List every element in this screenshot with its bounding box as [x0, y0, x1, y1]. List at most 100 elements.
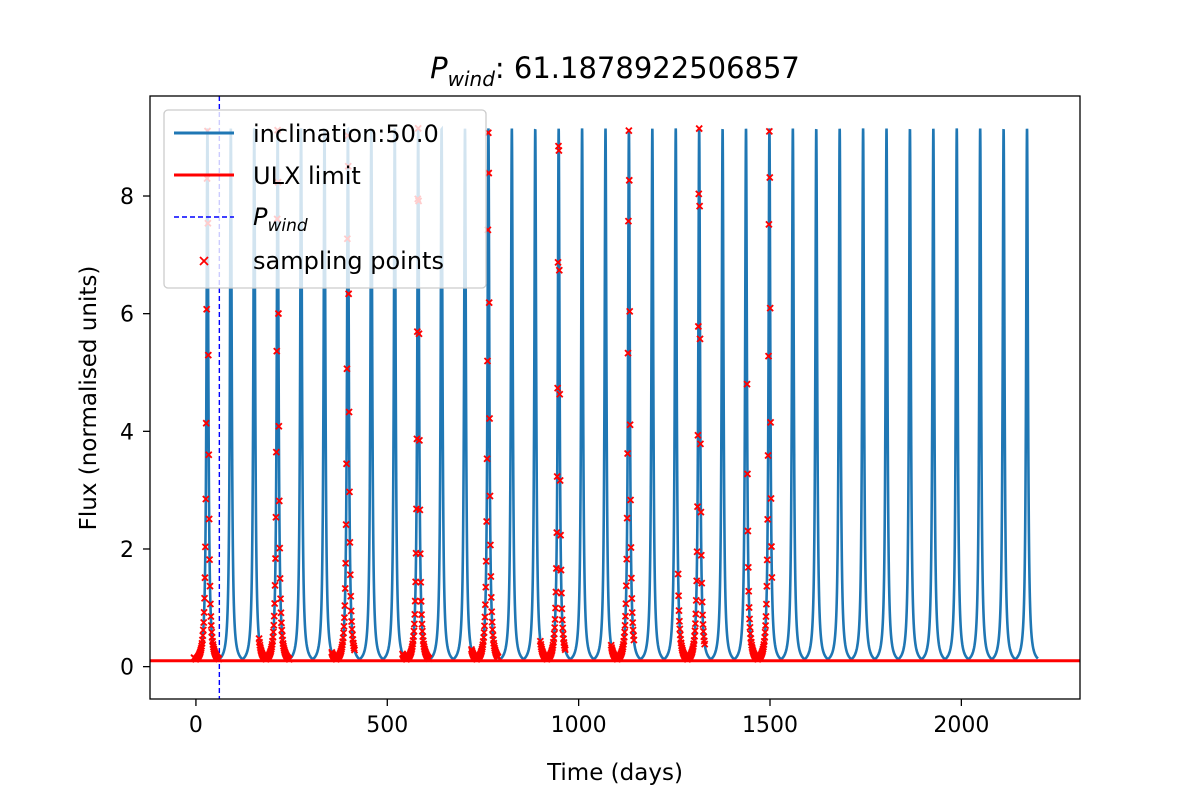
sampling-point: [561, 646, 569, 654]
sampling-point: [494, 653, 502, 661]
sampling-point: [698, 579, 706, 587]
sampling-point: [348, 625, 356, 633]
sampling-point: [692, 610, 700, 618]
sampling-point: [745, 603, 753, 612]
sampling-point: [347, 592, 355, 600]
sampling-point: [342, 460, 351, 468]
sampling-point: [701, 640, 709, 648]
y-tick-label: 6: [120, 303, 134, 328]
sampling-point: [628, 594, 636, 603]
legend-swatch-sampling: [199, 256, 209, 266]
sampling-point: [271, 599, 279, 608]
sampling-point: [345, 408, 353, 416]
y-tick-label: 8: [120, 185, 134, 210]
sampling-point: [276, 595, 285, 603]
sampling-point: [485, 414, 494, 423]
sampling-point: [269, 628, 278, 636]
sampling-point: [694, 431, 702, 439]
sampling-point: [621, 628, 629, 636]
sampling-point: [696, 440, 705, 448]
x-tick-label: 1000: [551, 713, 607, 738]
sampling-point: [557, 589, 566, 597]
sampling-point: [692, 596, 700, 605]
sampling-point: [763, 556, 771, 564]
sampling-point: [410, 620, 419, 628]
legend-p-subscript: wind: [267, 216, 307, 236]
sampling-point: [417, 578, 425, 586]
sampling-point: [270, 612, 278, 620]
sampling-point: [483, 455, 491, 463]
legend-box: [163, 109, 487, 289]
y-tick-label: 4: [120, 420, 134, 445]
sampling-point: [743, 380, 751, 388]
sampling-point: [766, 173, 774, 182]
sampling-point: [487, 572, 495, 581]
sampling-point: [342, 559, 350, 567]
sampling-point: [762, 600, 771, 608]
sampling-point: [626, 307, 634, 315]
sampling-point: [559, 624, 567, 632]
sampling-point: [695, 124, 703, 133]
sampling-point: [768, 573, 776, 582]
sampling-point: [696, 335, 704, 343]
sampling-point: [415, 330, 423, 338]
sampling-point: [485, 298, 493, 307]
sampling-point: [623, 514, 631, 522]
sampling-point: [675, 617, 684, 625]
sampling-point: [411, 597, 419, 605]
sampling-point: [417, 610, 426, 619]
sampling-point: [628, 608, 636, 617]
sampling-point: [411, 610, 419, 619]
sampling-point: [691, 620, 700, 628]
sampling-point: [347, 607, 355, 615]
sampling-point: [278, 626, 286, 634]
sampling-point: [694, 322, 702, 331]
sampling-point: [416, 550, 424, 558]
sampling-point: [761, 628, 769, 636]
x-axis-ticks: 0 500 1000 1500 2000: [189, 699, 989, 738]
sampling-point: [416, 506, 424, 514]
sampling-point: [767, 494, 775, 503]
sampling-point: [270, 621, 278, 629]
sampling-point: [273, 347, 281, 355]
sampling-point: [204, 351, 212, 359]
sampling-point: [629, 619, 637, 627]
sampling-point: [697, 508, 705, 516]
sampling-point: [201, 574, 209, 582]
sampling-point: [343, 365, 351, 373]
sampling-point: [626, 421, 634, 429]
sampling-point: [764, 515, 772, 524]
sampling-point: [697, 551, 705, 559]
sampling-point: [341, 601, 349, 610]
sampling-point: [200, 594, 209, 602]
plot-frame: [149, 95, 1081, 700]
sampling-point: [627, 574, 636, 582]
sampling-point: [276, 574, 284, 583]
y-tick-label: 0: [120, 656, 134, 681]
legend-p-symbol: P: [253, 203, 268, 231]
sampling-point: [745, 587, 753, 595]
sampling-point: [482, 557, 490, 565]
legend-label-ulx-limit: ULX limit: [253, 162, 361, 190]
sampling-point: [761, 621, 770, 630]
sampling-point: [415, 436, 424, 444]
sampling-point: [200, 608, 208, 617]
sampling-point: [698, 598, 706, 606]
sampling-point: [274, 309, 283, 318]
sampling-point: [555, 146, 563, 155]
sampling-point: [675, 607, 683, 615]
sampling-point: [202, 495, 210, 503]
sampling-point: [339, 629, 348, 637]
sampling-point: [556, 390, 564, 398]
sampling-point: [625, 176, 633, 184]
sampling-point: [691, 627, 699, 635]
sampling-point: [488, 626, 497, 634]
sampling-point: [766, 418, 775, 427]
sampling-point: [483, 357, 492, 365]
sampling-point: [342, 521, 350, 529]
sampling-point: [555, 266, 563, 274]
sampling-point: [764, 352, 773, 360]
sampling-point: [765, 127, 773, 135]
sampling-point: [346, 538, 354, 547]
sampling-point: [551, 615, 559, 624]
